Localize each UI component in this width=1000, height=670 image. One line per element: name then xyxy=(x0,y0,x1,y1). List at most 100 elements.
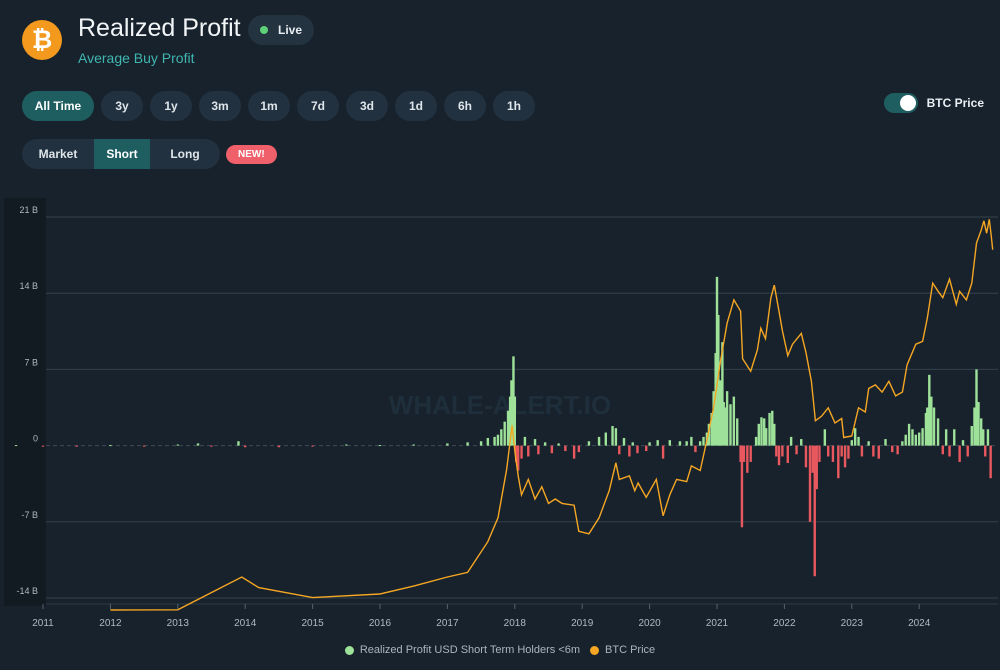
profit-bar xyxy=(645,445,648,452)
profit-bar xyxy=(775,445,778,457)
tab-long[interactable]: Long xyxy=(170,147,200,161)
x-tick-label: 2022 xyxy=(773,618,796,629)
x-tick-label: 2024 xyxy=(908,618,931,629)
profit-bar xyxy=(496,434,500,446)
profit-bar xyxy=(896,445,899,455)
x-tick-label: 2023 xyxy=(841,618,864,629)
live-label: Live xyxy=(278,23,303,37)
profit-bar xyxy=(789,436,793,446)
legend-label-btc-price: BTC Price xyxy=(605,644,656,656)
profit-bar xyxy=(891,445,894,453)
profit-bar xyxy=(771,410,774,446)
profit-bar xyxy=(500,429,503,446)
profit-bar xyxy=(537,445,540,455)
profit-bar xyxy=(795,445,798,455)
range-button-7d[interactable]: 7d xyxy=(297,91,339,121)
profit-bar xyxy=(513,396,516,446)
range-button-3d[interactable]: 3d xyxy=(346,91,388,121)
profit-bar xyxy=(506,410,510,446)
profit-bar xyxy=(516,445,520,471)
profit-bar xyxy=(533,439,537,446)
profit-bar xyxy=(975,369,978,446)
profit-bar xyxy=(840,445,843,457)
legend-item-profit[interactable]: Realized Profit USD Short Term Holders <… xyxy=(344,644,581,656)
profit-bar xyxy=(921,428,924,446)
profit-bar xyxy=(14,445,18,447)
profit-bar xyxy=(527,445,530,457)
profit-bar xyxy=(729,404,732,446)
profit-bar xyxy=(811,445,814,473)
profit-bar xyxy=(749,445,752,462)
profit-bar xyxy=(698,441,702,446)
profit-bar xyxy=(860,445,864,457)
profit-bar xyxy=(622,437,626,446)
legend-item-btc-price[interactable]: BTC Price xyxy=(590,644,655,656)
x-tick-label: 2021 xyxy=(706,618,729,629)
profit-bar xyxy=(587,441,591,446)
legend-dot-profit xyxy=(344,645,354,655)
chart-legend: Realized Profit USD Short Term Holders <… xyxy=(0,644,1000,656)
profit-bar xyxy=(773,423,776,446)
profit-bar xyxy=(109,445,112,447)
profit-bar xyxy=(948,445,951,457)
profit-bar xyxy=(781,445,784,457)
range-button-3y[interactable]: 3y xyxy=(101,91,143,121)
profit-bar xyxy=(694,445,697,453)
profit-bar xyxy=(827,445,830,457)
profit-bar xyxy=(757,423,760,446)
profit-bar xyxy=(725,391,729,446)
tab-market[interactable]: Market xyxy=(38,147,78,161)
legend-label-profit: Realized Profit USD Short Term Holders <… xyxy=(359,644,581,656)
time-range-selector: All Time 3y 1y 3m 1m 7d 3d 1d 6h 1h xyxy=(22,91,542,121)
profit-bar xyxy=(850,440,853,446)
profit-bar xyxy=(966,445,969,457)
profit-bar xyxy=(742,445,746,462)
live-dot-icon xyxy=(260,26,268,34)
profit-bar xyxy=(714,353,717,446)
profit-bar xyxy=(614,428,618,446)
profit-bar xyxy=(932,407,936,446)
range-button-1y[interactable]: 1y xyxy=(150,91,192,121)
profit-bar xyxy=(564,445,567,452)
profit-bar xyxy=(911,429,914,446)
btc-price-toggle-label: BTC Price xyxy=(926,96,984,110)
profit-bar xyxy=(970,426,973,446)
range-button-1h[interactable]: 1h xyxy=(493,91,535,121)
profit-bar xyxy=(853,428,857,446)
btc-price-toggle[interactable] xyxy=(883,93,918,113)
profit-bar xyxy=(961,440,965,446)
profit-bar xyxy=(982,429,985,446)
tab-short[interactable]: Short xyxy=(94,139,150,169)
range-button-1d[interactable]: 1d xyxy=(395,91,437,121)
profit-bar xyxy=(719,380,722,446)
profit-bar xyxy=(710,412,713,446)
profit-bar xyxy=(493,436,496,446)
profit-bar xyxy=(760,417,763,446)
profit-bar xyxy=(577,445,581,453)
x-tick-label: 2019 xyxy=(571,618,594,629)
profit-bar xyxy=(918,432,921,446)
profit-bar xyxy=(914,434,918,446)
x-tick-label: 2020 xyxy=(638,618,661,629)
profit-bar xyxy=(941,445,944,455)
x-tick-label: 2016 xyxy=(369,618,392,629)
profit-bar xyxy=(611,426,614,446)
range-button-1m[interactable]: 1m xyxy=(248,91,290,121)
profit-bar xyxy=(479,441,483,446)
profit-bar xyxy=(904,434,907,446)
profit-bar xyxy=(597,436,601,446)
range-button-3m[interactable]: 3m xyxy=(199,91,241,121)
y-tick-label: -7 B xyxy=(21,510,38,520)
profit-bar xyxy=(977,402,980,446)
profit-bar xyxy=(936,418,940,446)
range-button-all-time[interactable]: All Time xyxy=(22,91,94,121)
profit-bar xyxy=(572,445,576,459)
profit-bar xyxy=(746,445,749,473)
profit-bar xyxy=(837,445,840,479)
profit-bar xyxy=(512,356,515,446)
x-tick-label: 2015 xyxy=(301,618,324,629)
new-badge: NEW! xyxy=(226,145,277,164)
y-axis-panel xyxy=(4,198,46,606)
btc-price-toggle-group: BTC Price xyxy=(883,93,984,113)
range-button-6h[interactable]: 6h xyxy=(444,91,486,121)
